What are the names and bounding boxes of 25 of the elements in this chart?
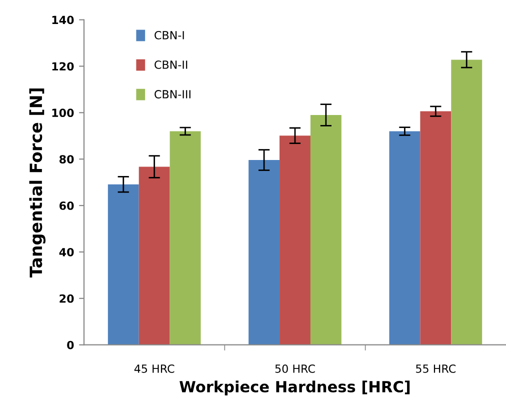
y-tick-label: 80: [59, 155, 74, 164]
legend-label: CBN-III: [154, 90, 190, 98]
x-axis-title: Workpiece Hardness [HRC]: [180, 380, 410, 396]
y-axis-title: Tangential Force [N]: [29, 88, 46, 278]
bar: [170, 131, 201, 345]
bar: [310, 114, 342, 345]
x-tick-label: 55 HRC: [416, 364, 456, 373]
bar: [389, 131, 420, 345]
y-tick-label: 60: [60, 202, 74, 210]
y-tick-label: 20: [60, 294, 74, 303]
y-tick-label: 140: [52, 16, 74, 24]
y-tick-label: 0: [67, 340, 74, 350]
legend-label: CBN-II: [154, 60, 188, 69]
y-tick-label: 120: [52, 62, 74, 71]
x-tick-label: 45 HRC: [134, 364, 174, 373]
legend-label: CBN-I: [154, 30, 184, 40]
bar: [451, 60, 482, 345]
y-tick-label: 40: [59, 248, 74, 256]
bar: [420, 111, 452, 345]
bar: [280, 136, 310, 345]
bar: [248, 160, 280, 345]
x-tick-label: 50 HRC: [275, 364, 315, 373]
y-tick-label: 100: [52, 108, 74, 118]
bar: [138, 166, 170, 345]
bar: [108, 184, 139, 345]
